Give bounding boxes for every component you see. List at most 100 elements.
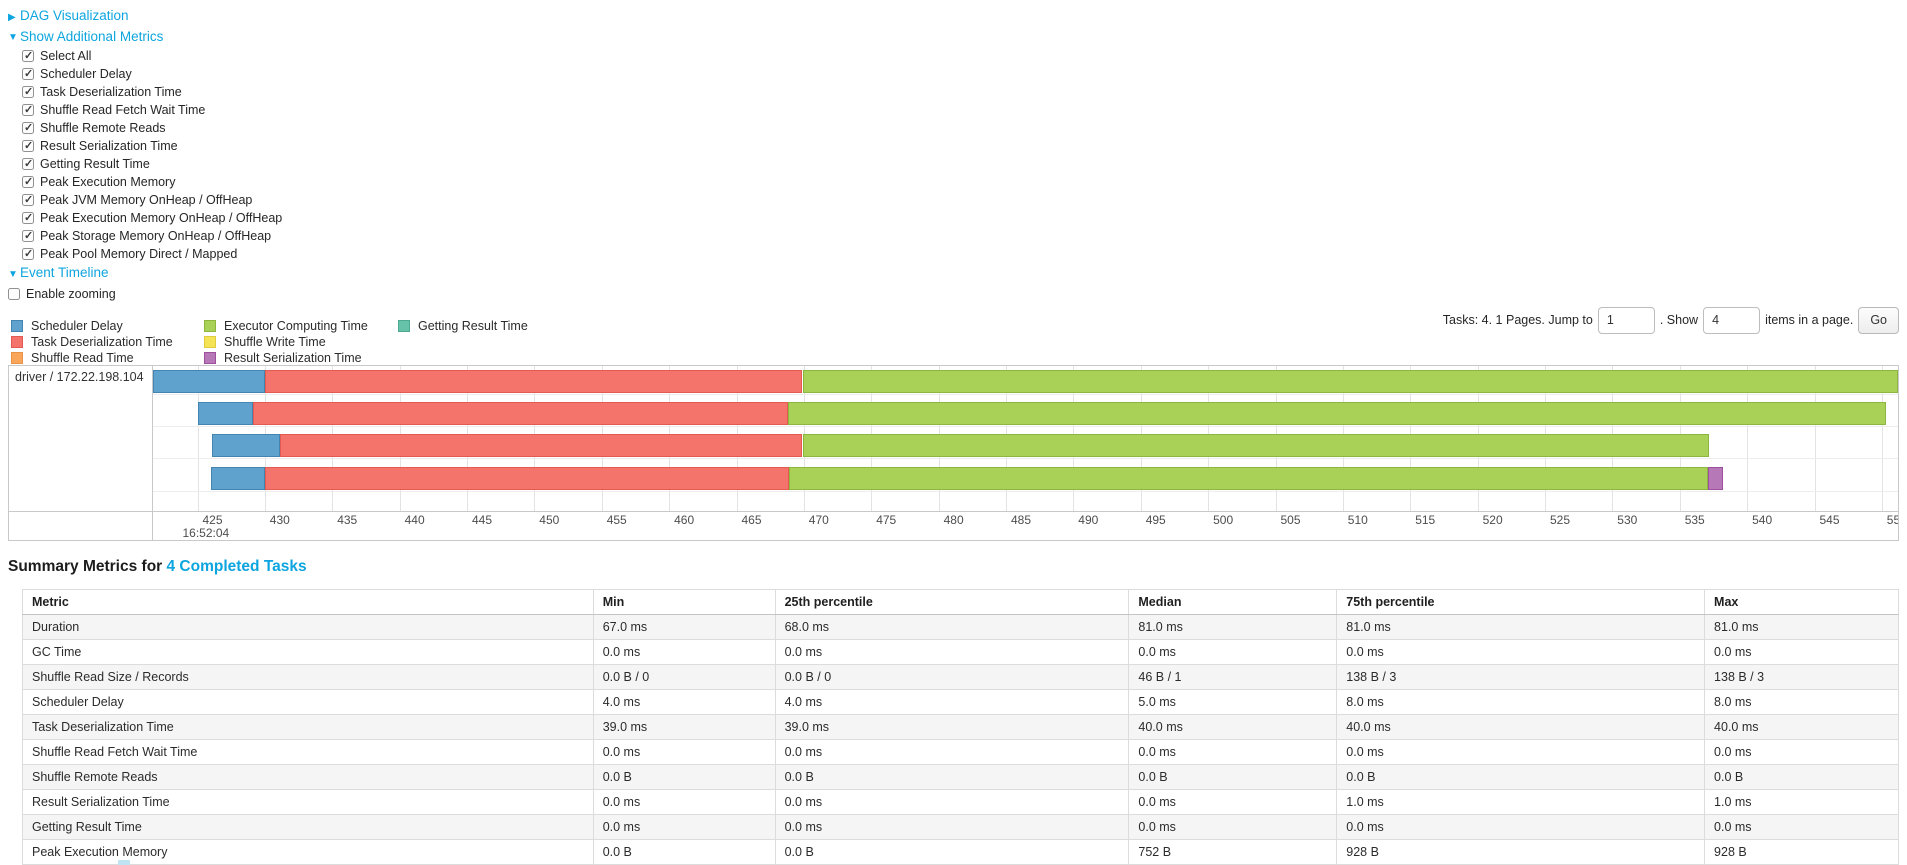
metric-checkbox-label: Result Serialization Time	[40, 139, 178, 153]
metric-value-cell: 0.0 ms	[774, 813, 1130, 840]
additional-metrics-section: ▼ Show Additional Metrics	[8, 27, 1899, 48]
metric-checkbox-row: Scheduler Delay	[22, 65, 1899, 83]
axis-start-time-label: 16:52:04	[182, 525, 230, 540]
metric-checkbox-4[interactable]	[22, 122, 34, 134]
metric-checkbox-1[interactable]	[22, 68, 34, 80]
metric-value-cell: 40.0 ms	[1704, 713, 1899, 740]
legend-column: Scheduler Delay Task Deserialization Time…	[11, 318, 204, 366]
event-timeline-link[interactable]: Event Timeline	[20, 265, 109, 280]
axis-spacer	[9, 511, 153, 540]
metric-checkbox-0[interactable]	[22, 50, 34, 62]
chevron-down-icon: ▼	[8, 268, 18, 280]
additional-metrics-checkbox-list: Select All Scheduler Delay Task Deserializ…	[22, 47, 1899, 263]
metric-value-cell: 81.0 ms	[1704, 613, 1899, 640]
metric-value-cell: 0.0 ms	[1704, 738, 1899, 765]
metric-value-cell: 928 B	[1704, 838, 1899, 865]
gridline	[1881, 365, 1883, 511]
metric-checkbox-7[interactable]	[22, 176, 34, 188]
metric-checkbox-8[interactable]	[22, 194, 34, 206]
axis-tick-label: 460	[674, 512, 695, 527]
gridline	[1814, 365, 1816, 511]
axis-tick-label: 520	[1482, 512, 1503, 527]
metric-value-cell: 0.0 ms	[1336, 738, 1706, 765]
table-row: GC Time 0.0 ms 0.0 ms 0.0 ms 0.0 ms 0.0 ms	[22, 638, 1899, 665]
metric-value-cell: 0.0 B	[774, 838, 1130, 865]
metric-value-cell: 39.0 ms	[592, 713, 776, 740]
metric-checkbox-label: Peak Execution Memory OnHeap / OffHeap	[40, 211, 283, 225]
metric-checkbox-5[interactable]	[22, 140, 34, 152]
metric-value-cell: 8.0 ms	[1336, 688, 1706, 715]
timeline-bar-task-deserialization[interactable]	[279, 434, 803, 458]
timeline-bar-result-serialization[interactable]	[1708, 466, 1723, 490]
metric-checkbox-row: Shuffle Remote Reads	[22, 119, 1899, 137]
metric-name-cell: Shuffle Read Fetch Wait Time	[22, 738, 594, 765]
axis-tick-label: 455	[606, 512, 627, 527]
executor-computing-swatch-icon	[204, 319, 216, 332]
metric-checkbox-10[interactable]	[22, 230, 34, 242]
metric-value-cell: 0.0 ms	[1704, 638, 1899, 665]
metric-value-cell: 0.0 ms	[1128, 788, 1338, 815]
column-header-min: Min	[592, 588, 776, 615]
go-button[interactable]: Go	[1858, 306, 1899, 334]
timeline-bar-task-deserialization[interactable]	[252, 401, 788, 425]
lane-separator	[153, 490, 1898, 492]
metric-value-cell: 40.0 ms	[1128, 713, 1338, 740]
pager-items-text: items in a page.	[1765, 313, 1854, 327]
column-header-median: Median	[1128, 588, 1338, 615]
metric-value-cell: 39.0 ms	[774, 713, 1130, 740]
timeline-bar-executor-computing[interactable]	[787, 401, 1886, 425]
completed-tasks-link[interactable]: 4 Completed Tasks	[166, 557, 307, 575]
timeline-bar-scheduler-delay[interactable]	[210, 466, 265, 490]
metric-name-cell: GC Time	[22, 638, 594, 665]
column-header-metric: Metric	[22, 588, 594, 615]
axis-tick-label: 440	[404, 512, 425, 527]
show-additional-metrics-link[interactable]: Show Additional Metrics	[20, 28, 164, 44]
legend-label: Shuffle Write Time	[224, 334, 326, 349]
axis-tick-label: 475	[876, 512, 897, 527]
metric-value-cell: 1.0 ms	[1336, 788, 1706, 815]
metric-checkbox-row: Peak Execution Memory	[22, 173, 1899, 191]
timeline-plot	[153, 365, 1898, 511]
timeline-bar-scheduler-delay[interactable]	[197, 401, 253, 425]
timeline-bar-executor-computing[interactable]	[802, 434, 1710, 458]
metric-value-cell: 752 B	[1128, 838, 1338, 865]
metric-checkbox-label: Peak Execution Memory	[40, 175, 176, 189]
metric-checkbox-label: Shuffle Read Fetch Wait Time	[40, 103, 206, 117]
metric-value-cell: 138 B / 3	[1704, 663, 1899, 690]
timeline-bar-scheduler-delay[interactable]	[153, 369, 265, 393]
axis-tick-label: 545	[1819, 512, 1840, 527]
table-row: Shuffle Read Size / Records 0.0 B / 0 0.0 …	[22, 663, 1899, 690]
timeline-bar-executor-computing[interactable]	[802, 369, 1898, 393]
metric-checkbox-9[interactable]	[22, 212, 34, 224]
metric-checkbox-2[interactable]	[22, 86, 34, 98]
metric-checkbox-row: Result Serialization Time	[22, 137, 1899, 155]
enable-zooming-checkbox[interactable]	[8, 287, 20, 300]
axis-tick-label: 505	[1280, 512, 1301, 527]
metric-checkbox-3[interactable]	[22, 104, 34, 116]
legend-item-shuffle_write: Shuffle Write Time	[204, 334, 398, 350]
summary-metrics-title: Summary Metrics for 4 Completed Tasks	[8, 557, 1899, 577]
timeline-bar-executor-computing[interactable]	[789, 466, 1708, 490]
legend-label: Result Serialization Time	[224, 350, 362, 365]
shuffle-read-swatch-icon	[11, 351, 23, 364]
metric-value-cell: 0.0 B	[592, 838, 776, 865]
timeline-bar-task-deserialization[interactable]	[264, 466, 789, 490]
axis-tick-label: 485	[1011, 512, 1032, 527]
axis-tick-label: 515	[1415, 512, 1436, 527]
metric-value-cell: 68.0 ms	[774, 613, 1130, 640]
axis-tick-label: 535	[1684, 512, 1705, 527]
timeline-bar-scheduler-delay[interactable]	[212, 434, 280, 458]
legend-item-getting_result: Getting Result Time	[398, 318, 598, 334]
items-per-page-input[interactable]	[1703, 306, 1761, 334]
timeline-bar-task-deserialization[interactable]	[264, 369, 803, 393]
metric-checkbox-6[interactable]	[22, 158, 34, 170]
legend-item-task_deserialization: Task Deserialization Time	[11, 334, 204, 350]
chevron-down-icon: ▼	[8, 32, 18, 43]
metric-checkbox-row: Peak JVM Memory OnHeap / OffHeap	[22, 191, 1899, 209]
metric-value-cell: 0.0 B	[1336, 763, 1706, 790]
dag-visualization-link[interactable]: DAG Visualization	[20, 8, 129, 23]
metric-checkbox-11[interactable]	[22, 248, 34, 260]
getting-result-swatch-icon	[398, 319, 410, 332]
jump-to-page-input[interactable]	[1597, 306, 1655, 334]
metric-name-cell: Result Serialization Time	[22, 788, 594, 815]
